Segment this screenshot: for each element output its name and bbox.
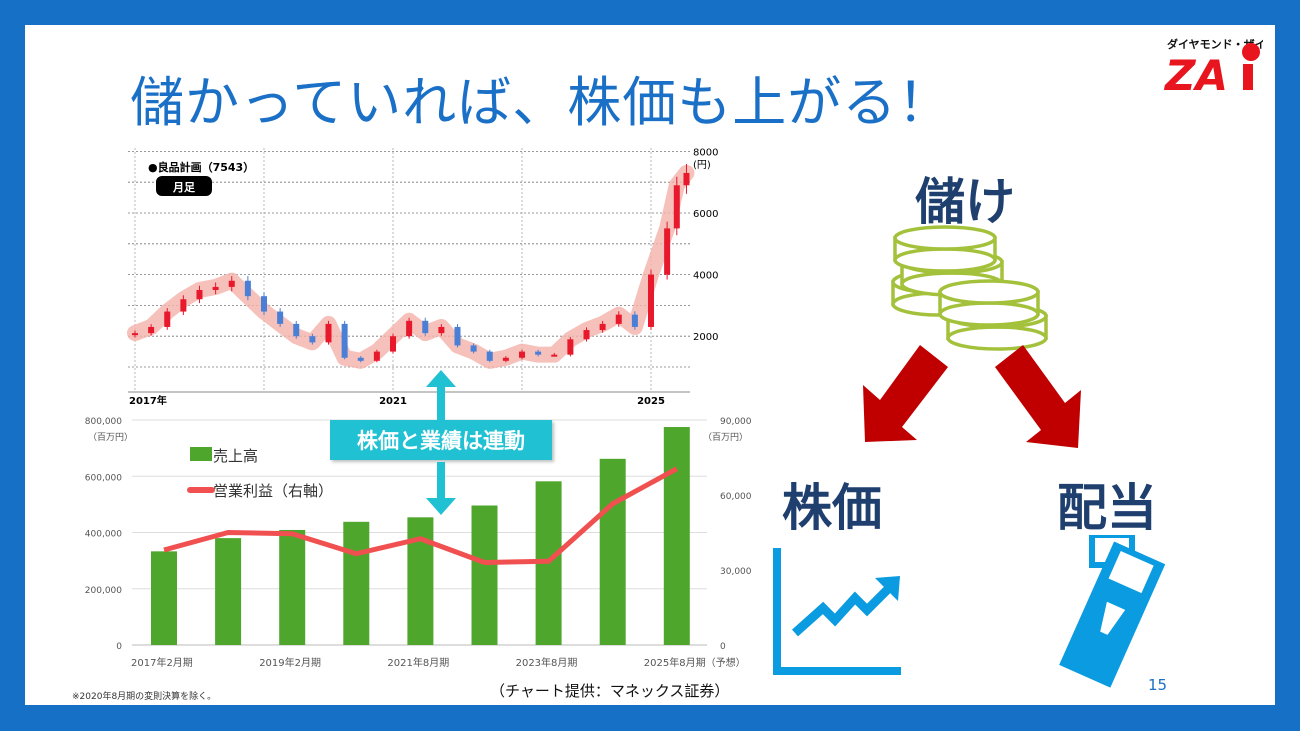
candle <box>164 311 171 327</box>
candle <box>373 351 380 361</box>
candle <box>261 296 267 312</box>
svg-text:ダイヤモンド・ザイ: ダイヤモンド・ザイ <box>1167 37 1263 51</box>
chart-title: ●良品計画（7543） <box>148 160 254 174</box>
x-tick-label: 2017年 <box>129 394 167 407</box>
stock-heading: 株価 <box>782 479 882 537</box>
candle <box>228 280 235 287</box>
x-tick-label: 2021 <box>379 396 407 407</box>
y-right-tick-label: 90,000 <box>720 417 752 427</box>
arrow-down-right-icon <box>995 345 1081 448</box>
candle <box>535 351 542 355</box>
bar <box>151 551 177 645</box>
candle <box>406 320 413 337</box>
y-left-tick-label: 800,000 <box>85 417 122 427</box>
x-tick-label: 2019年2月期 <box>259 656 321 669</box>
candle <box>196 290 203 300</box>
x-tick-label: 2017年2月期 <box>131 656 193 669</box>
bar <box>343 521 370 645</box>
candle <box>583 330 590 340</box>
bar <box>599 458 626 645</box>
profit-heading: 儲け <box>915 173 1015 231</box>
candle <box>683 172 690 186</box>
legend-swatch-sales <box>190 447 212 461</box>
x-tick-label: 2023年8月期 <box>516 656 578 669</box>
candle <box>422 320 429 334</box>
link-callout: 株価と業績は連動 <box>330 420 552 460</box>
x-tick-label: 2025年8月期（予想） <box>644 656 746 669</box>
candle <box>357 357 364 361</box>
page-number: 15 <box>1148 676 1168 694</box>
candle <box>470 345 477 352</box>
y-right-unit: （百万円） <box>703 432 748 443</box>
y-left-tick-label: 200,000 <box>85 586 122 596</box>
candle <box>551 354 558 357</box>
candle <box>648 274 654 327</box>
y-tick-label: 4000 <box>693 271 718 282</box>
x-tick-label: 2025 <box>637 396 665 407</box>
candle <box>454 326 461 346</box>
candle <box>277 311 284 324</box>
x-tick-label: 2021年8月期 <box>387 656 449 669</box>
y-right-tick-label: 60,000 <box>720 492 752 502</box>
bar <box>471 505 498 645</box>
candle <box>293 323 300 337</box>
banknote-envelope-icon <box>1059 535 1166 688</box>
sales-profit-chart: 0 200,000 400,000 600,000 800,000 0 30,000 60,0… <box>85 417 752 669</box>
rising-chart-icon <box>773 548 901 675</box>
y-left-tick-label: 400,000 <box>85 530 122 540</box>
y-tick-label: 2000 <box>693 332 718 343</box>
candle <box>631 314 638 327</box>
profit-line <box>163 466 678 565</box>
candle <box>599 323 606 331</box>
candle <box>341 323 348 358</box>
candle <box>390 336 396 352</box>
candle <box>148 326 155 334</box>
footnote: ※2020年8月期の変則決算を除く。 <box>72 692 217 702</box>
y-tick-label: 6000 <box>693 209 718 220</box>
timeframe-badge <box>156 176 212 196</box>
y-left-tick-label: 0 <box>116 642 122 652</box>
arrow-down-left-icon <box>863 345 948 442</box>
candle <box>673 185 680 229</box>
chart-source: （チャート提供：マネックス証券） <box>490 682 730 700</box>
candle <box>244 280 251 297</box>
candle <box>615 314 622 324</box>
double-arrow-icon <box>426 370 456 515</box>
y-right-tick-label: 30,000 <box>720 567 752 577</box>
candle <box>438 326 445 334</box>
timeframe-label: 月足 <box>172 181 196 194</box>
y-right-tick-label: 0 <box>720 642 726 652</box>
y-unit: (円) <box>693 160 711 171</box>
candle <box>212 286 219 290</box>
candle <box>325 323 332 343</box>
stock-price-chart: 2000 4000 6000 8000 (円) 2017年 2021 2025 ●良品計画（75… <box>127 147 718 407</box>
slide-title: 儲かっていれば、株価も上がる！ <box>130 71 953 134</box>
candle <box>502 357 509 361</box>
bar <box>663 427 690 645</box>
y-tick-label: 8000 <box>693 147 718 158</box>
legend-label-sales: 売上高 <box>213 447 258 465</box>
coins-icon <box>891 225 1048 351</box>
candle <box>664 228 671 275</box>
candle <box>486 351 493 361</box>
bar <box>279 529 306 645</box>
candle <box>519 351 525 358</box>
candle <box>180 299 187 312</box>
candle <box>132 333 138 336</box>
legend-label-profit: 営業利益（右軸） <box>213 482 333 500</box>
zai-logo: ダイヤモンド・ザイ ZA <box>1163 37 1263 94</box>
svg-text:ZA: ZA <box>1163 51 1228 94</box>
bar <box>215 538 242 645</box>
y-left-unit: （百万円） <box>88 432 133 443</box>
candle <box>309 336 316 343</box>
candle <box>567 339 574 355</box>
y-left-tick-label: 600,000 <box>85 473 122 483</box>
dividend-heading: 配当 <box>1057 479 1157 537</box>
